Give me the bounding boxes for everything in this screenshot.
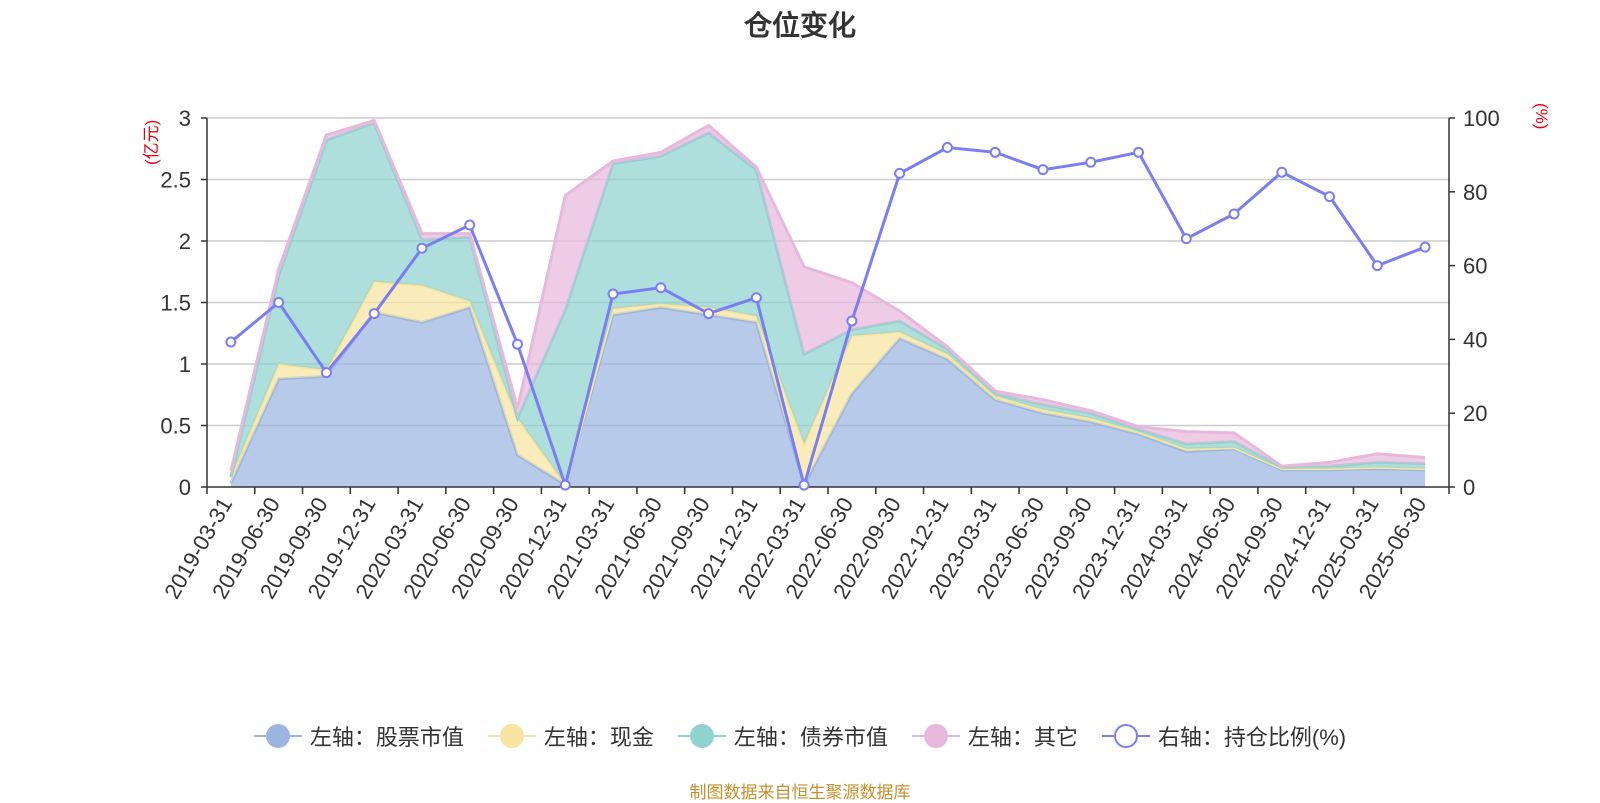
position-ratio-point	[703, 308, 715, 320]
legend-item-bond[interactable]: 左轴：债券市值	[677, 720, 888, 752]
legend-label: 左轴：现金	[543, 725, 654, 750]
legend-label: 左轴：债券市值	[733, 725, 888, 750]
right-axis-tick-label: 100	[1463, 106, 1500, 131]
left-axis-tick-label: 0.5	[160, 414, 191, 439]
legend-item-other[interactable]: 左轴：其它	[911, 720, 1078, 752]
right-axis-tick-label: 0	[1463, 475, 1475, 500]
position-ratio-point	[655, 282, 667, 294]
right-axis-tick-label: 40	[1463, 327, 1487, 352]
position-ratio-point	[607, 288, 619, 300]
position-ratio-point	[464, 219, 476, 231]
area-series-3	[230, 120, 1426, 478]
position-ratio-point	[941, 142, 953, 154]
legend-cash-icon	[487, 721, 536, 751]
position-ratio-point	[512, 338, 523, 350]
position-ratio-point	[1371, 260, 1383, 272]
left-axis-tick-label: 2	[179, 229, 191, 254]
position-ratio-point	[225, 336, 237, 348]
position-ratio-point	[1180, 233, 1192, 245]
left-axis-tick-label: 2.5	[160, 168, 191, 193]
position-ratio-point	[1324, 191, 1336, 203]
position-ratio-point	[894, 167, 906, 179]
legend-label: 左轴：股票市值	[309, 725, 464, 750]
legend-item-cash[interactable]: 左轴：现金	[487, 720, 654, 752]
left-axis-tick-label: 1	[179, 352, 191, 377]
position-ratio-line	[229, 145, 1426, 491]
position-ratio-point	[416, 242, 428, 254]
legend: 左轴：股票市值 左轴：现金 左轴：债券市值 左轴：其它 右轴：持仓比例(%)	[0, 720, 1600, 752]
legend-item-stock[interactable]: 左轴：股票市值	[253, 720, 464, 752]
legend-label: 左轴：其它	[967, 725, 1078, 750]
legend-other-icon	[911, 721, 960, 751]
position-ratio-point	[1419, 241, 1431, 253]
legend-position-ratio-icon	[1101, 721, 1150, 751]
position-ratio-point	[1037, 164, 1049, 176]
position-ratio-point	[1228, 208, 1240, 220]
area-line-series-3	[229, 118, 1426, 472]
legend-item-position-ratio[interactable]: 右轴：持仓比例(%)	[1101, 720, 1347, 752]
chart-title: 仓位变化	[743, 10, 856, 41]
position-ratio-point	[320, 367, 332, 379]
position-ratio-point	[368, 308, 380, 320]
left-axis-unit: (亿元)	[142, 119, 161, 165]
position-ratio-point	[1276, 166, 1288, 178]
position-ratio-point	[798, 479, 810, 491]
legend-bond-icon	[677, 721, 726, 751]
position-ratio-point	[1085, 156, 1097, 168]
position-ratio-point	[846, 315, 858, 327]
legend-stock-icon	[253, 721, 302, 751]
left-axis-tick-label: 0	[179, 475, 191, 500]
area-series-0	[230, 307, 1426, 487]
right-axis-unit: (%)	[1532, 103, 1551, 130]
legend-label: 右轴：持仓比例(%)	[1157, 725, 1347, 750]
right-axis-tick-label: 20	[1463, 401, 1487, 426]
left-axis-tick-label: 3	[179, 106, 191, 131]
position-ratio-point	[273, 297, 285, 308]
right-axis-tick-label: 60	[1463, 254, 1487, 279]
right-axis-tick-label: 80	[1463, 180, 1487, 205]
position-ratio-point	[989, 146, 1001, 158]
data-source-note: 制图数据来自恒生聚源数据库	[689, 783, 911, 802]
position-ratio-point	[559, 479, 571, 491]
position-ratio-point	[1133, 146, 1144, 158]
position-ratio-point	[750, 292, 762, 304]
left-axis-tick-label: 1.5	[160, 291, 191, 316]
